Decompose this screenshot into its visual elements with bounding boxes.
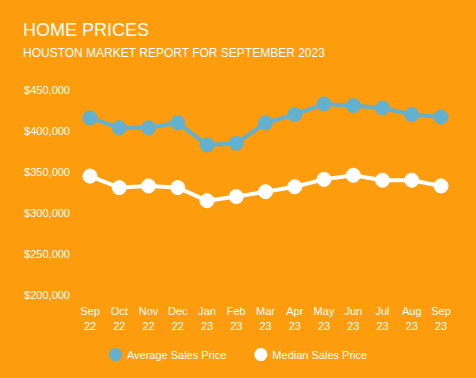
svg-text:Mar: Mar	[256, 305, 275, 317]
svg-text:22: 22	[113, 320, 125, 332]
svg-text:Nov: Nov	[139, 305, 159, 317]
svg-text:Average Sales Price: Average Sales Price	[127, 349, 226, 361]
svg-text:Jul: Jul	[375, 305, 389, 317]
svg-text:HOME PRICES: HOME PRICES	[23, 20, 149, 40]
svg-text:$300,000: $300,000	[24, 207, 70, 219]
svg-text:$200,000: $200,000	[24, 289, 70, 301]
svg-text:$450,000: $450,000	[24, 84, 70, 96]
svg-text:23: 23	[406, 320, 418, 332]
svg-text:HOUSTON MARKET REPORT FOR SEPT: HOUSTON MARKET REPORT FOR SEPTEMBER 2023	[23, 46, 325, 60]
svg-text:Median Sales Price: Median Sales Price	[272, 349, 367, 361]
svg-text:$350,000: $350,000	[24, 166, 70, 178]
svg-text:Feb: Feb	[227, 305, 246, 317]
svg-text:Jun: Jun	[344, 305, 362, 317]
svg-text:23: 23	[435, 320, 447, 332]
svg-text:22: 22	[84, 320, 96, 332]
svg-text:23: 23	[259, 320, 271, 332]
svg-text:Sep: Sep	[80, 305, 100, 317]
svg-text:Oct: Oct	[111, 305, 128, 317]
svg-text:Aug: Aug	[402, 305, 422, 317]
svg-text:Dec: Dec	[168, 305, 188, 317]
svg-text:23: 23	[201, 320, 213, 332]
svg-text:Apr: Apr	[286, 305, 303, 317]
svg-text:23: 23	[318, 320, 330, 332]
svg-text:23: 23	[376, 320, 388, 332]
svg-text:22: 22	[142, 320, 154, 332]
svg-text:23: 23	[289, 320, 301, 332]
svg-text:$250,000: $250,000	[24, 248, 70, 260]
svg-text:Sep: Sep	[431, 305, 451, 317]
svg-text:22: 22	[172, 320, 184, 332]
svg-text:$400,000: $400,000	[24, 125, 70, 137]
svg-text:May: May	[314, 305, 335, 317]
svg-text:Jan: Jan	[198, 305, 216, 317]
svg-text:23: 23	[230, 320, 242, 332]
svg-text:23: 23	[347, 320, 359, 332]
